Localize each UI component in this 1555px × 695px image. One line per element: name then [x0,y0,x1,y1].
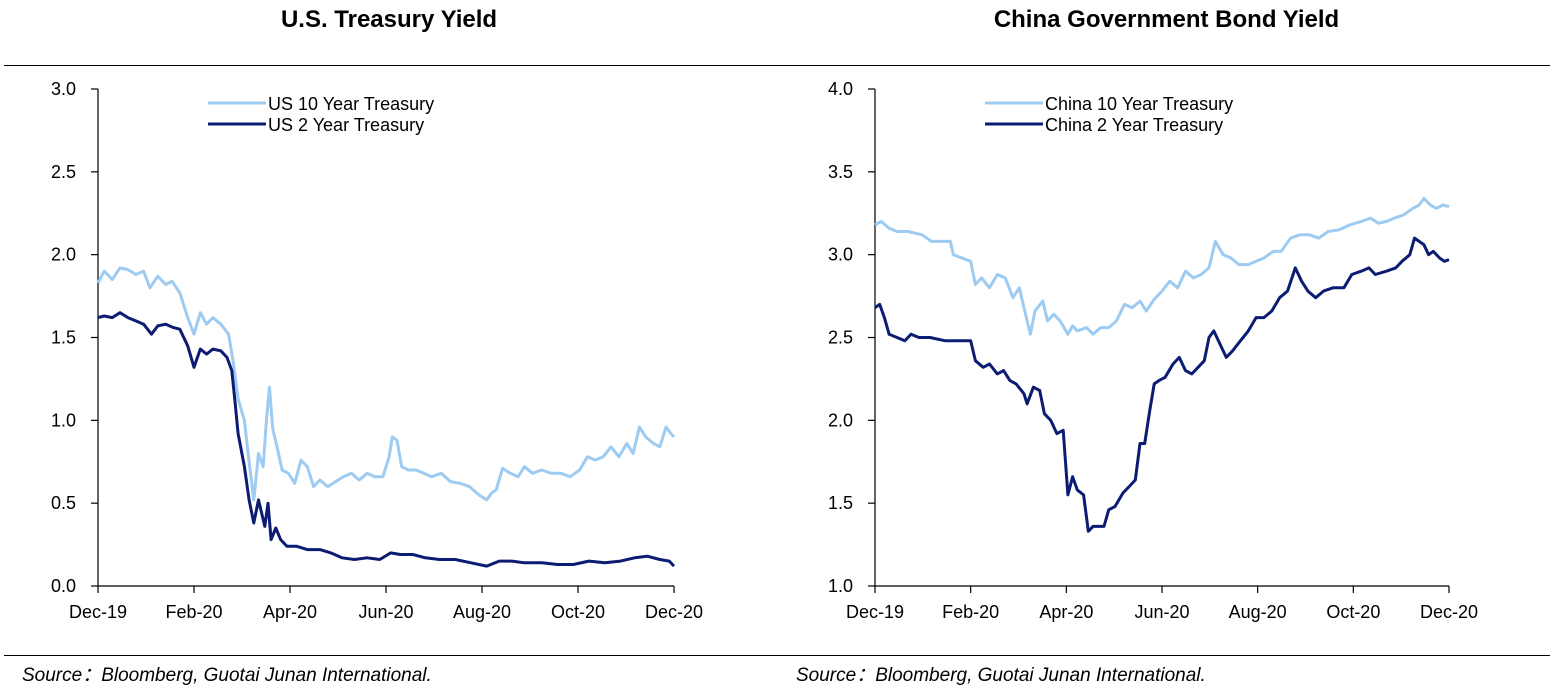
series-line-two-year [874,236,1450,533]
us-treasury-chart-panel: U.S. Treasury Yield 0.0 0.5 1.0 1.5 2.0 2.5 3.… [4,6,778,686]
top-rule [4,65,778,66]
series-line-two-year [97,311,676,568]
top-rule [778,65,1550,66]
chart-title: China Government Bond Yield [993,6,1340,33]
x-tick-label: Dec-20 [645,602,703,622]
china-bond-yield-chart: 1.0 1.5 2.0 2.5 3.0 3.5 4.0 Dec-19 Feb-20 Apr-20 J… [828,79,1478,622]
y-tick-label: 2.0 [828,410,853,430]
y-tick-label: 2.5 [51,162,76,182]
legend-label: US 2 Year Treasury [268,115,424,135]
x-tick-label: Aug-20 [1229,602,1287,622]
x-tick-label: Feb-20 [165,602,222,622]
y-tick-label: 0.5 [51,493,76,513]
y-tick-label: 2.5 [828,328,853,348]
y-tick-label: 3.0 [828,245,853,265]
y-tick-label: 1.5 [828,493,853,513]
x-tick-label: Jun-20 [358,602,413,622]
x-tick-label: Dec-20 [1420,602,1478,622]
source-note: Source：Bloomberg, Guotai Junan Internati… [796,665,1206,686]
x-tick-label: Dec-19 [69,602,127,622]
x-tick-label: Feb-20 [942,602,999,622]
chart-title: U.S. Treasury Yield [280,6,498,33]
y-tick-label: 0.0 [51,576,76,596]
x-tick-label: Apr-20 [1039,602,1093,622]
x-tick-label: Oct-20 [1326,602,1380,622]
bottom-rule [4,655,778,656]
y-tick-label: 2.0 [51,245,76,265]
legend-label: US 10 Year Treasury [268,94,434,114]
y-tick-label: 3.5 [828,162,853,182]
china-bond-chart-panel: China Government Bond Yield 1.0 1.5 2.0 2.5… [778,0,1555,695]
y-tick-label: 1.0 [828,576,853,596]
series-line-ten-year [96,266,676,502]
y-tick-label: 1.5 [51,328,76,348]
legend-label: China 2 Year Treasury [1045,115,1223,135]
series-line-ten-year [874,196,1450,336]
bottom-rule [778,655,1550,656]
y-tick-label: 3.0 [51,79,76,99]
source-note: Source：Bloomberg, Guotai Junan Internati… [22,665,432,686]
x-tick-label: Dec-19 [846,602,904,622]
legend-label: China 10 Year Treasury [1045,94,1233,114]
y-tick-label: 4.0 [828,79,853,99]
x-tick-label: Oct-20 [551,602,605,622]
x-tick-label: Jun-20 [1134,602,1189,622]
x-tick-label: Aug-20 [453,602,511,622]
us-treasury-yield-chart: 0.0 0.5 1.0 1.5 2.0 2.5 3.0 Dec-19 Feb-20 Apr-20 J… [51,79,703,622]
y-tick-label: 1.0 [51,410,76,430]
x-tick-label: Apr-20 [263,602,317,622]
